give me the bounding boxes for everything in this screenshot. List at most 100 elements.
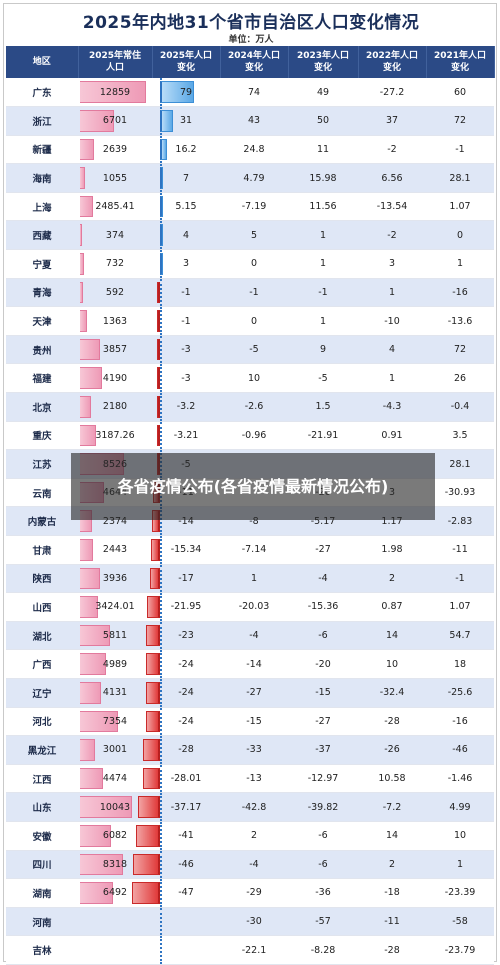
table-row: 贵州 3857 -3 -5 9 4 72 xyxy=(6,335,494,365)
region-name: 河南 xyxy=(32,917,52,929)
table-row: 河南 -30 -57 -11 -58 xyxy=(6,907,494,937)
change-2021-cell: -13.6 xyxy=(426,306,494,336)
zero-axis-line xyxy=(160,850,162,879)
change-2024-cell: -4 xyxy=(220,850,288,880)
change-2025-cell: -41 xyxy=(135,821,220,851)
population-cell: 12859 xyxy=(78,78,152,108)
region-name: 上海 xyxy=(32,202,52,214)
change-2022-cell: 4 xyxy=(358,335,426,365)
change-2023-cell: -27 xyxy=(288,535,358,565)
change-2022-cell: 3 xyxy=(358,249,426,279)
change-value: 1.17 xyxy=(381,515,403,527)
population-value: 6082 xyxy=(102,830,128,842)
zero-axis-line xyxy=(160,421,162,450)
change-2021-cell: 10 xyxy=(426,821,494,851)
change-2024-cell: -4 xyxy=(220,621,288,651)
population-value: 3936 xyxy=(102,572,128,584)
population-bar xyxy=(80,653,106,675)
change-value: 4 xyxy=(388,344,396,356)
region-cell: 重庆 xyxy=(6,421,78,451)
change-value: -5.17 xyxy=(310,515,336,527)
change-2024-cell: 74 xyxy=(220,78,288,108)
change-2025-value: -46 xyxy=(178,858,194,870)
population-value: 2639 xyxy=(102,143,128,155)
change-2024-cell: 4.79 xyxy=(220,163,288,193)
population-bar xyxy=(80,710,118,733)
change-2023-cell: -39.82 xyxy=(288,792,358,822)
table-row: 陕西 3936 -17 1 -4 2 -1 xyxy=(6,564,494,594)
table-row: 甘肃 2443 -15.34 -7.14 -27 1.98 -11 xyxy=(6,535,494,565)
change-2022-cell: -28 xyxy=(358,935,426,965)
change-value: 1 xyxy=(250,572,258,584)
region-cell: 福建 xyxy=(6,363,78,394)
change-2024-cell: -0.96 xyxy=(220,421,288,451)
population-cell: 3187.26 xyxy=(78,421,152,451)
change-2025-cell: -24 xyxy=(145,707,220,737)
change-value: 50 xyxy=(316,115,330,127)
region-cell: 青海 xyxy=(6,278,78,308)
region-name: 西藏 xyxy=(32,231,52,243)
population-value: 10043 xyxy=(99,801,131,813)
change-2024-cell: -7.19 xyxy=(220,192,288,222)
change-value: 3.5 xyxy=(452,429,468,441)
change-2021-cell: 1.07 xyxy=(426,592,494,622)
caption-overlay[interactable]: 各省疫情公布(各省疫情最新情况公布) xyxy=(71,453,435,520)
region-cell: 山西 xyxy=(6,592,78,622)
decrease-bar xyxy=(146,624,160,647)
change-2024-cell: 0 xyxy=(220,249,288,279)
change-2023-cell: -5 xyxy=(288,363,358,394)
change-value: -1 xyxy=(249,286,259,298)
change-2023-cell: -20 xyxy=(288,649,358,679)
region-name: 天津 xyxy=(32,317,52,329)
change-value: 24.8 xyxy=(243,143,265,155)
change-value: 1.5 xyxy=(315,401,331,413)
population-bar xyxy=(80,110,115,132)
change-2025-cell: 16.2 xyxy=(152,135,220,165)
population-value: 3001 xyxy=(102,744,128,756)
change-value: 5 xyxy=(250,229,258,241)
zero-axis-line xyxy=(160,507,162,535)
change-value: 14 xyxy=(385,830,399,842)
zero-axis-line xyxy=(160,593,162,621)
table-row: 新疆 2639 16.2 24.8 11 -2 -1 xyxy=(6,135,494,165)
change-2022-cell: -4.3 xyxy=(358,392,426,422)
change-2025-cell: -3 xyxy=(152,363,220,394)
change-value: 72 xyxy=(453,115,467,127)
infographic-frame: 2025年内地31个省市自治区人口变化情况 单位：万人 地区 2025年常住 人口 2… xyxy=(3,3,497,965)
change-2021-cell: 28.1 xyxy=(426,163,494,193)
region-name: 广东 xyxy=(32,88,52,100)
table-row: 黑龙江 3001 -28 -33 -37 -26 -46 xyxy=(6,735,494,765)
table-row: 吉林 -22.1 -8.28 -28 -23.79 xyxy=(6,935,494,965)
change-value: -13.54 xyxy=(376,201,408,213)
region-name: 吉林 xyxy=(32,946,52,958)
region-name: 甘肃 xyxy=(32,545,52,557)
change-value: 0 xyxy=(456,229,464,241)
population-cell: 1055 xyxy=(78,163,152,193)
decrease-bar xyxy=(149,567,160,590)
unit-label: 单位：万人 xyxy=(228,35,274,45)
change-value: -13.6 xyxy=(447,315,473,327)
population-bar xyxy=(80,310,87,332)
change-2021-cell: 54.7 xyxy=(426,621,494,651)
change-2021-cell: -2.83 xyxy=(426,506,494,536)
change-value: -6 xyxy=(318,858,328,870)
population-value: 592 xyxy=(105,286,125,298)
change-2025-cell: -28.01 xyxy=(143,764,220,794)
change-value: 74 xyxy=(247,86,261,98)
change-2024-cell: -5 xyxy=(220,335,288,365)
change-2023-cell: -6 xyxy=(288,821,358,851)
change-value: 11.56 xyxy=(309,201,337,213)
change-value: 18 xyxy=(453,658,467,670)
change-value: 11 xyxy=(316,143,330,155)
change-value: -4 xyxy=(318,572,328,584)
population-value: 3424.01 xyxy=(95,601,135,613)
table-row: 天津 1363 -1 0 1 -10 -13.6 xyxy=(6,306,494,336)
population-value: 732 xyxy=(105,258,125,270)
table-row: 安徽 6082 -41 2 -6 14 10 xyxy=(6,821,494,851)
region-name: 海南 xyxy=(32,174,52,186)
change-value: -8 xyxy=(249,515,259,527)
change-2025-cell xyxy=(152,907,220,937)
region-cell: 新疆 xyxy=(6,135,78,165)
change-value: -14 xyxy=(246,658,262,670)
change-value: 37 xyxy=(385,115,399,127)
